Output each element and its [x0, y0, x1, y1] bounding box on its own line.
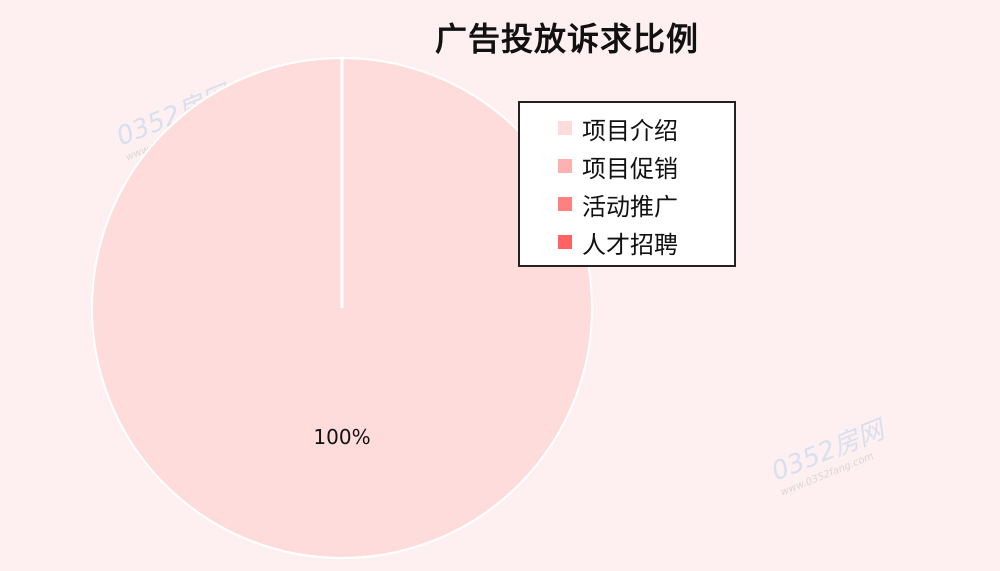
legend-item: 项目介绍	[520, 109, 734, 147]
legend-swatch	[558, 197, 572, 211]
legend-swatch	[558, 159, 572, 173]
legend-swatch	[558, 121, 572, 135]
legend-item: 项目促销	[520, 147, 734, 185]
data-label: 100%	[313, 425, 370, 449]
legend-label: 活动推广	[582, 192, 678, 221]
legend-swatch	[558, 235, 572, 249]
legend-label: 人才招聘	[582, 230, 678, 259]
legend-label: 项目介绍	[582, 116, 678, 145]
legend-item: 活动推广	[520, 185, 734, 223]
legend: 项目介绍项目促销活动推广人才招聘	[518, 101, 736, 267]
chart-title: 广告投放诉求比例	[435, 20, 700, 58]
legend-item: 人才招聘	[520, 223, 734, 261]
legend-label: 项目促销	[582, 154, 678, 183]
